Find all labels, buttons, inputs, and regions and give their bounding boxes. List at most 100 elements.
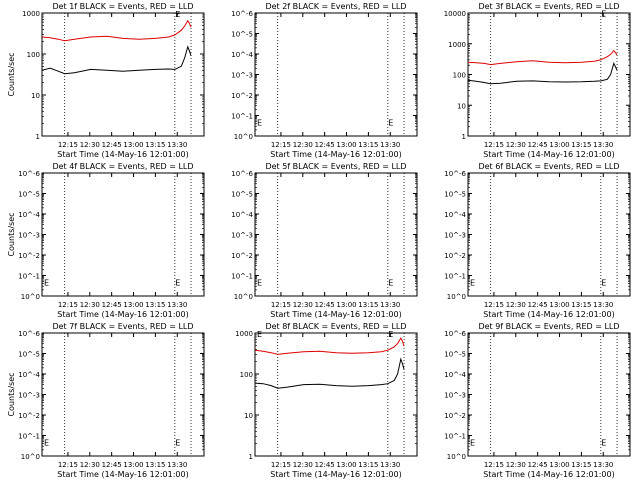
panel-title: Det 9f BLACK = Events, RED = LLD: [478, 322, 619, 331]
y-axis-label: Counts/sec: [7, 372, 16, 416]
panel-title: Det 1f BLACK = Events, RED = LLD: [52, 2, 193, 11]
e-marker-label: E: [388, 279, 393, 288]
x-tick-label: 13:00: [123, 461, 143, 469]
x-tick-label: 12:45: [528, 461, 548, 469]
plot-frame: [41, 172, 205, 297]
y-tick-label: 1: [249, 453, 253, 461]
detector-panel-7: Det 7f BLACK = Events, RED = LLD 10^0 10^-…: [7, 322, 205, 479]
x-tick-label: 12:30: [80, 461, 100, 469]
x-tick-label: 13:00: [123, 301, 143, 309]
x-tick-label: 13:15: [571, 461, 591, 469]
plot-frame: [467, 172, 631, 297]
x-tick-label: 13:00: [336, 461, 356, 469]
detector-panel-6: Det 6f BLACK = Events, RED = LLD 10^0 10^-…: [444, 162, 631, 319]
x-axis-label: Start Time (14-May-16 12:01:00): [57, 150, 188, 159]
x-axis-label: Start Time (14-May-16 12:01:00): [270, 310, 401, 319]
panel-title: Det 6f BLACK = Events, RED = LLD: [478, 162, 619, 171]
e-marker-label: E: [470, 279, 475, 288]
y-tick-label: 10^-2: [18, 252, 40, 260]
y-tick-label: 10^0: [21, 293, 40, 301]
y-tick-label: 10^0: [447, 453, 466, 461]
x-tick-label: 13:15: [358, 301, 378, 309]
e-marker-label: E: [470, 439, 475, 448]
x-tick-label: 12:15: [484, 141, 504, 149]
lld-series-line: [254, 337, 405, 355]
e-marker-label: E: [257, 330, 262, 339]
panel-title: Det 5f BLACK = Events, RED = LLD: [265, 162, 406, 171]
y-tick-label: 10^-2: [444, 252, 466, 260]
x-tick-label: 13:00: [336, 141, 356, 149]
y-tick-label: 100: [453, 72, 466, 80]
x-tick-label: 12:30: [293, 461, 313, 469]
y-tick-label: 10^-5: [444, 351, 466, 359]
y-tick-label: 10^-3: [444, 392, 466, 400]
y-tick-label: 10: [244, 412, 253, 420]
y-tick-label: 10^0: [447, 293, 466, 301]
x-tick-label: 13:00: [549, 301, 569, 309]
x-axis-label: Start Time (14-May-16 12:01:00): [270, 150, 401, 159]
e-marker-label: E: [175, 10, 180, 19]
detector-panel-1: Det 1f BLACK = Events, RED = LLD 1 10 100 10…: [7, 2, 205, 159]
x-tick-label: 12:45: [315, 301, 335, 309]
x-tick-label: 13:00: [336, 301, 356, 309]
x-axis-label: Start Time (14-May-16 12:01:00): [270, 470, 401, 479]
plot-frame: [41, 12, 205, 137]
panel-title: Det 8f BLACK = Events, RED = LLD: [265, 322, 406, 331]
x-tick-label: 12:30: [506, 301, 526, 309]
y-tick-label: 10^-6: [444, 170, 466, 178]
x-axis-label: Start Time (14-May-16 12:01:00): [57, 470, 188, 479]
y-tick-label: 10^-1: [231, 273, 253, 281]
x-tick-label: 13:30: [380, 301, 400, 309]
y-tick-label: 1: [462, 133, 466, 141]
plot-frame: [467, 12, 631, 137]
e-marker-label: E: [388, 330, 393, 339]
plot-frame: [41, 332, 205, 457]
x-tick-label: 12:30: [506, 461, 526, 469]
e-marker-label: E: [388, 119, 393, 128]
e-marker-label: E: [257, 279, 262, 288]
x-tick-label: 13:00: [123, 141, 143, 149]
x-tick-label: 13:30: [380, 461, 400, 469]
y-tick-label: 1000: [235, 330, 253, 338]
y-tick-label: 100: [240, 371, 253, 379]
y-tick-label: 10^-5: [18, 351, 40, 359]
y-tick-label: 10^-5: [18, 191, 40, 199]
lld-series-line: [467, 49, 618, 66]
y-tick-label: 10^-4: [231, 51, 253, 59]
x-axis-label: Start Time (14-May-16 12:01:00): [57, 310, 188, 319]
x-tick-label: 13:00: [549, 461, 569, 469]
x-axis-label: Start Time (14-May-16 12:01:00): [483, 310, 614, 319]
y-tick-label: 10^-3: [231, 72, 253, 80]
y-tick-label: 10^-1: [444, 433, 466, 441]
panel-title: Det 7f BLACK = Events, RED = LLD: [52, 322, 193, 331]
events-series-line: [254, 357, 405, 389]
y-tick-label: 10^-4: [18, 371, 40, 379]
x-tick-label: 12:45: [528, 301, 548, 309]
x-tick-label: 13:15: [571, 301, 591, 309]
y-tick-label: 10^-2: [444, 412, 466, 420]
x-tick-label: 12:30: [293, 141, 313, 149]
x-tick-label: 12:45: [528, 141, 548, 149]
e-marker-label: E: [601, 439, 606, 448]
x-tick-label: 12:15: [58, 141, 78, 149]
x-tick-label: 12:30: [293, 301, 313, 309]
y-tick-label: 10^-4: [444, 371, 466, 379]
x-tick-label: 13:15: [145, 461, 165, 469]
e-marker-label: E: [601, 279, 606, 288]
x-tick-label: 12:45: [315, 461, 335, 469]
detector-panel-5: Det 5f BLACK = Events, RED = LLD 10^0 10^-…: [231, 162, 418, 319]
x-tick-label: 13:15: [358, 141, 378, 149]
y-tick-label: 10^0: [234, 133, 253, 141]
y-tick-label: 10: [457, 102, 466, 110]
y-tick-label: 10^-6: [231, 170, 253, 178]
y-tick-label: 10000: [444, 10, 466, 18]
y-tick-label: 10^0: [234, 293, 253, 301]
y-tick-label: 10^-6: [231, 10, 253, 18]
x-axis-label: Start Time (14-May-16 12:01:00): [483, 150, 614, 159]
y-tick-label: 10^-1: [18, 273, 40, 281]
plot-frame: [467, 332, 631, 457]
y-tick-label: 10^-2: [231, 92, 253, 100]
y-tick-label: 10: [31, 92, 40, 100]
y-tick-label: 10^-3: [18, 232, 40, 240]
